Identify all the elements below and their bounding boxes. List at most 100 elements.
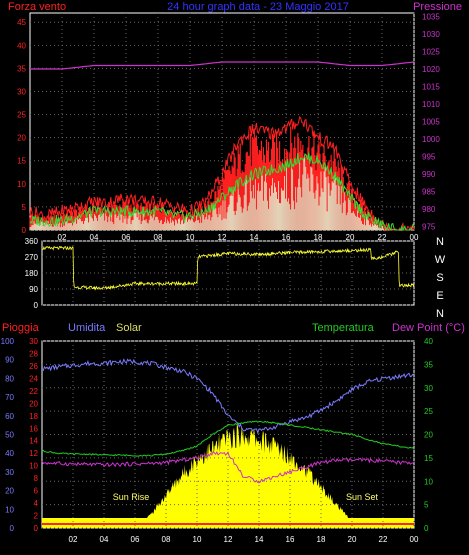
temperature-y-tick-label: 10 [424, 477, 433, 486]
temperature-y-tick-label: 30 [424, 384, 433, 393]
top-x-tick-label: 02 [58, 233, 67, 242]
rain-y-tick-label: 4 [34, 499, 39, 508]
rain-y-tick-label: 14 [29, 437, 38, 446]
dir-y-tick-label: 90 [29, 285, 38, 294]
bot-x-tick-label: 04 [100, 535, 109, 544]
wind-direction-line [41, 245, 415, 291]
humidity-y-tick-label: 0 [10, 524, 15, 533]
rain-humidity-series [41, 358, 415, 484]
bot-x-tick-label: 20 [348, 535, 357, 544]
temperature-y-tick-label: 40 [424, 337, 433, 346]
compass-label: E [436, 290, 443, 302]
humidity-y-tick-label: 70 [5, 393, 14, 402]
wind-y-tick-label: 30 [17, 87, 26, 96]
dewpoint-line [41, 450, 415, 484]
rain-y-tick-label: 22 [29, 387, 38, 396]
wind-title: Forza vento [8, 1, 66, 13]
pressure-y-tick-label: 975 [422, 223, 436, 232]
temperature-y-tick-label: 25 [424, 407, 433, 416]
sunrise-label: Sun Rise [113, 492, 150, 502]
humidity-title: Umidita [68, 322, 106, 334]
pressure-y-tick-label: 1020 [422, 65, 440, 74]
top-x-tick-label: 18 [314, 233, 323, 242]
humidity-y-tick-label: 80 [5, 374, 14, 383]
rain-y-tick-label: 2 [34, 512, 39, 521]
top-x-tick-label: 06 [122, 233, 131, 242]
rain-humidity-axes: 02 04 06 08 10 12 14 16 18 20 22 000510152025303540… [1, 337, 434, 544]
rain-y-tick-label: 20 [29, 399, 38, 408]
wind-y-tick-label: 35 [17, 64, 26, 73]
temperature-y-tick-label: 5 [424, 501, 429, 510]
dir-y-tick-label: 270 [25, 253, 39, 262]
humidity-y-tick-label: 10 [5, 505, 14, 514]
bot-x-tick-label: 16 [286, 535, 295, 544]
bot-x-tick-label: 14 [255, 535, 264, 544]
humidity-y-tick-label: 20 [5, 487, 14, 496]
top-x-tick-label: 10 [186, 233, 195, 242]
pressure-y-tick-label: 985 [422, 188, 436, 197]
compass-label: N [436, 236, 444, 248]
pressure-title: Pressione [413, 1, 462, 13]
rain-y-tick-label: 12 [29, 449, 38, 458]
compass-label: W [435, 254, 446, 266]
pressure-y-tick-label: 1000 [422, 135, 440, 144]
wind-pressure-axes: 02 04 06 08 10 12 14 16 18 20 22 000510152025303540… [17, 13, 440, 243]
humidity-y-tick-label: 90 [5, 356, 14, 365]
sunset-label: Sun Set [346, 492, 379, 502]
wind-y-tick-label: 25 [17, 111, 26, 120]
rain-y-tick-label: 30 [29, 337, 38, 346]
rain-y-tick-label: 28 [29, 349, 38, 358]
temperature-line [41, 420, 415, 457]
solar-title: Solar [116, 322, 142, 334]
dir-y-tick-label: 0 [34, 301, 39, 310]
temperature-y-tick-label: 35 [424, 360, 433, 369]
temperature-y-tick-label: 20 [424, 431, 433, 440]
rain-humidity-panel: 02 04 06 08 10 12 14 16 18 20 22 000510152025303540… [1, 322, 465, 544]
humidity-y-tick-label: 50 [5, 431, 14, 440]
pressure-y-tick-label: 1005 [422, 118, 440, 127]
top-x-tick-label: 14 [250, 233, 259, 242]
bot-x-tick-label: 10 [193, 535, 202, 544]
wind-y-tick-label: 15 [17, 157, 26, 166]
humidity-line [41, 358, 415, 435]
pressure-y-tick-label: 995 [422, 153, 436, 162]
rain-y-tick-label: 18 [29, 412, 38, 421]
top-x-tick-label: 04 [90, 233, 99, 242]
wind-max-line [29, 115, 415, 232]
rain-y-tick-label: 10 [29, 462, 38, 471]
wind-pressure-panel: 02 04 06 08 10 12 14 16 18 20 22 000510152025303540… [8, 1, 462, 242]
chart-title: 24 hour graph data - 23 Maggio 2017 [167, 1, 349, 13]
bot-x-tick-label: 12 [224, 535, 233, 544]
compass-label: N [436, 308, 444, 320]
rain-y-tick-label: 0 [34, 524, 39, 533]
bot-x-tick-label: 22 [379, 535, 388, 544]
rain-y-tick-label: 16 [29, 424, 38, 433]
pressure-y-tick-label: 1025 [422, 48, 440, 57]
wind-y-tick-label: 40 [17, 41, 26, 50]
temperature-y-tick-label: 0 [424, 524, 429, 533]
rain-y-tick-label: 24 [29, 374, 38, 383]
pressure-y-tick-label: 1035 [422, 13, 440, 22]
wind-y-tick-label: 45 [17, 18, 26, 27]
top-x-tick-label: 12 [218, 233, 227, 242]
wind-y-tick-label: 0 [22, 226, 27, 235]
humidity-y-tick-label: 100 [1, 337, 15, 346]
top-x-tick-label: 22 [378, 233, 387, 242]
humidity-y-tick-label: 60 [5, 412, 14, 421]
top-x-tick-label: 20 [346, 233, 355, 242]
wind-y-tick-label: 5 [22, 203, 27, 212]
bot-x-tick-label: 02 [69, 535, 78, 544]
wind-y-tick-label: 10 [17, 180, 26, 189]
wind-pressure-series [29, 61, 415, 232]
rain-y-tick-label: 8 [34, 474, 39, 483]
compass-label: S [436, 272, 443, 284]
humidity-y-tick-label: 30 [5, 468, 14, 477]
rain-title: Pioggia [2, 322, 40, 334]
rain-y-tick-label: 26 [29, 362, 38, 371]
bot-x-tick-label: 06 [131, 535, 140, 544]
wind-avg-line [29, 152, 415, 232]
wind-y-tick-label: 20 [17, 134, 26, 143]
dewpoint-title: Dew Point (°C) [392, 322, 465, 334]
